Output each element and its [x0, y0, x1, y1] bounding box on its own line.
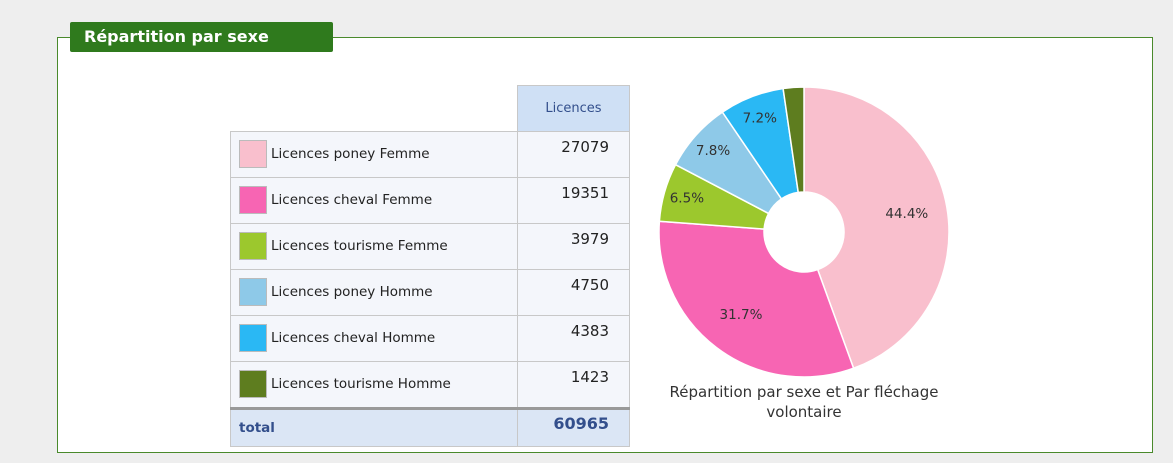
total-row: total 60965: [230, 406, 630, 447]
panel-title: Répartition par sexe: [70, 22, 333, 52]
table-header: Licences: [517, 85, 630, 132]
color-swatch: [239, 324, 267, 352]
label-cell: Licences poney Homme: [230, 268, 518, 316]
label-cell: Licences tourisme Homme: [230, 360, 518, 409]
row-label: Licences poney Femme: [271, 146, 430, 162]
color-swatch: [239, 186, 267, 214]
table-row: Licences tourisme Homme 1423: [230, 360, 630, 409]
row-label: Licences poney Homme: [271, 284, 433, 300]
row-label: Licences tourisme Femme: [271, 238, 448, 254]
slice-label: 7.2%: [743, 110, 777, 126]
value-cell: 1423: [517, 360, 630, 409]
chart-title: Répartition par sexe et Par fléchage vol…: [669, 383, 939, 421]
value-cell: 27079: [517, 130, 630, 178]
value-cell: 4383: [517, 314, 630, 362]
value-cell: 19351: [517, 176, 630, 224]
color-swatch: [239, 232, 267, 260]
color-swatch: [239, 370, 267, 398]
label-cell: Licences cheval Homme: [230, 314, 518, 362]
pie-slice: [658, 220, 855, 378]
color-swatch: [239, 278, 267, 306]
total-label: total: [230, 406, 518, 447]
row-label: Licences tourisme Homme: [271, 376, 451, 392]
table-row: Licences poney Femme 27079: [230, 130, 630, 178]
legend-table: Licences Licences poney Femme 27079 Licenc…: [230, 85, 630, 447]
slice-label: 6.5%: [670, 191, 704, 207]
slice-label: 31.7%: [720, 307, 763, 323]
label-cell: Licences cheval Femme: [230, 176, 518, 224]
pie-slice: [803, 86, 950, 370]
slice-label: 7.8%: [696, 143, 730, 159]
value-cell: 3979: [517, 222, 630, 270]
value-cell: 4750: [517, 268, 630, 316]
table-row: Licences tourisme Femme 3979: [230, 222, 630, 270]
table-row: Licences cheval Homme 4383: [230, 314, 630, 362]
label-cell: Licences tourisme Femme: [230, 222, 518, 270]
row-label: Licences cheval Femme: [271, 192, 433, 208]
total-value: 60965: [517, 406, 630, 447]
color-swatch: [239, 140, 267, 168]
slice-label: 44.4%: [885, 206, 928, 222]
pie-slice: [782, 86, 805, 194]
row-label: Licences cheval Homme: [271, 330, 436, 346]
table-row: Licences poney Homme 4750: [230, 268, 630, 316]
table-row: Licences cheval Femme 19351: [230, 176, 630, 224]
